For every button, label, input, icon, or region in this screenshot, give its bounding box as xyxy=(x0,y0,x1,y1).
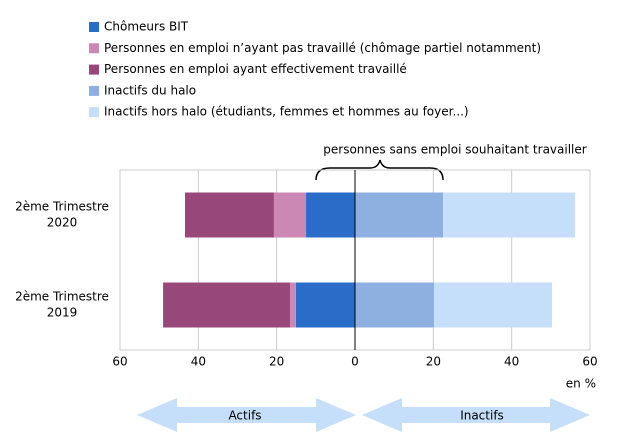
actifs-arrow xyxy=(137,398,356,432)
x-tick-label: 40 xyxy=(504,355,519,369)
y-tick-label: 2ème Trimestre xyxy=(15,200,109,214)
y-tick-label: 2020 xyxy=(47,216,78,230)
bar xyxy=(355,192,444,238)
legend-label: Personnes en emploi n’ayant pas travaill… xyxy=(104,41,541,55)
x-tick-label: 60 xyxy=(582,355,597,369)
legend-swatch xyxy=(89,22,99,32)
x-tick-label: 40 xyxy=(191,355,206,369)
brace xyxy=(315,159,444,181)
right-label: Inactifs xyxy=(460,409,504,423)
legend-label: Inactifs du halo xyxy=(104,83,196,97)
y-tick-label: 2019 xyxy=(47,306,78,320)
bar xyxy=(185,192,274,238)
x-tick-label: 60 xyxy=(112,355,127,369)
annotation: personnes sans emploi souhaitant travail… xyxy=(323,143,586,157)
x-tick-label: 20 xyxy=(426,355,441,369)
bar xyxy=(434,282,553,328)
legend-swatch xyxy=(89,85,99,96)
left-label: Actifs xyxy=(228,409,261,423)
bar xyxy=(273,192,307,238)
legend-swatch xyxy=(89,107,99,118)
bar xyxy=(289,282,296,328)
legend-swatch xyxy=(89,43,99,54)
x-axis-label: en % xyxy=(566,377,596,391)
legend-swatch xyxy=(89,64,99,75)
bar xyxy=(355,282,435,328)
legend-label: Inactifs hors halo (étudiants, femmes et… xyxy=(104,105,469,119)
bar xyxy=(295,282,355,328)
x-tick-label: 0 xyxy=(351,355,359,369)
bar xyxy=(163,282,290,328)
bar xyxy=(306,192,355,238)
inactifs-arrow xyxy=(362,398,590,432)
bar xyxy=(443,192,576,238)
legend-label: Personnes en emploi ayant effectivement … xyxy=(104,62,407,76)
y-tick-label: 2ème Trimestre xyxy=(15,290,109,304)
legend-label: Chômeurs BIT xyxy=(104,20,189,34)
x-tick-label: 20 xyxy=(269,355,284,369)
